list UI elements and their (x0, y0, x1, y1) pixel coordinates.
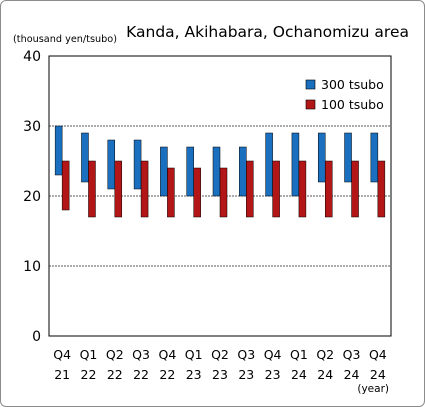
x-tick-year: 24 (344, 367, 360, 382)
x-tick-year: 24 (370, 367, 386, 382)
x-tick-year: 24 (317, 367, 333, 382)
bars (54, 125, 386, 218)
x-tick-year: 22 (81, 367, 97, 382)
bar-100-tsubo (61, 160, 70, 211)
x-tick-year: 22 (159, 367, 175, 382)
bar-100-tsubo (140, 160, 149, 218)
y-tick-label: 10 (23, 259, 41, 275)
bar-100-tsubo (351, 160, 359, 218)
axes (48, 55, 392, 337)
bar-100-tsubo (298, 160, 307, 218)
legend-label-300-tsubo: 300 tsubo (321, 77, 384, 92)
bar-300-tsubo (370, 132, 379, 183)
y-tick-labels: 0 10 20 30 40 (23, 49, 41, 345)
legend-swatch-100-tsubo (305, 99, 316, 110)
x-tick-labels: Q4 21 Q1 22 Q2 22 Q3 22 Q4 22 Q1 23 Q2 23 Q3 23 Q4 23 Q1 24… (53, 347, 387, 382)
x-tick-quarter: Q2 (211, 347, 229, 362)
x-tick-quarter: Q1 (80, 347, 98, 362)
bar-100-tsubo (88, 160, 96, 218)
bar-300-tsubo (81, 132, 89, 183)
x-tick-quarter: Q1 (185, 347, 203, 362)
x-tick-quarter: Q2 (316, 347, 334, 362)
x-tick-quarter: Q2 (106, 347, 124, 362)
x-tick-year: 23 (265, 367, 281, 382)
legend-label-100-tsubo: 100 tsubo (321, 97, 384, 112)
x-tick-quarter: Q4 (53, 347, 71, 362)
bar-100-tsubo (114, 160, 123, 218)
y-tick-label: 40 (23, 49, 41, 65)
x-tick-quarter: Q3 (343, 347, 361, 362)
bar-100-tsubo (219, 167, 228, 218)
x-tick-year: 23 (186, 367, 202, 382)
x-tick-year: 23 (212, 367, 228, 382)
bar-100-tsubo (324, 160, 333, 218)
x-tick-year: 21 (54, 367, 70, 382)
bar-300-tsubo (107, 139, 116, 190)
bar-300-tsubo (317, 132, 326, 183)
bar-300-tsubo (344, 132, 352, 183)
y-tick-label: 20 (23, 189, 41, 205)
x-axis-label: (year) (357, 383, 389, 395)
x-tick-quarter: Q3 (237, 347, 255, 362)
bar-100-tsubo (167, 167, 175, 218)
bar-300-tsubo (291, 132, 300, 197)
x-tick-year: 23 (238, 367, 254, 382)
x-tick-year: 24 (291, 367, 307, 382)
bar-300-tsubo (265, 132, 273, 197)
bar-100-tsubo (193, 167, 201, 218)
legend: 300 tsubo 100 tsubo (294, 74, 390, 118)
x-tick-year: 22 (133, 367, 149, 382)
bar-100-tsubo (272, 160, 280, 218)
bar-100-tsubo (377, 160, 386, 218)
bar-300-tsubo (212, 146, 221, 197)
x-tick-quarter: Q4 (158, 347, 176, 362)
bar-300-tsubo (160, 146, 168, 197)
bar-300-tsubo (54, 125, 63, 176)
y-axis-label: (thousand yen/tsubo) (13, 34, 117, 45)
legend-swatch-300-tsubo (305, 79, 316, 90)
x-tick-quarter: Q1 (290, 347, 308, 362)
bar-300-tsubo (133, 139, 142, 190)
plot-area-border (48, 55, 392, 337)
x-tick-year: 22 (107, 367, 123, 382)
bar-300-tsubo (186, 146, 194, 197)
x-tick-quarter: Q4 (264, 347, 282, 362)
x-tick-quarter: Q3 (132, 347, 150, 362)
bar-300-tsubo (239, 146, 247, 197)
x-tick-quarter: Q4 (369, 347, 387, 362)
y-tick-label: 30 (23, 119, 41, 135)
bar-100-tsubo (246, 160, 254, 218)
y-tick-label: 0 (32, 329, 41, 345)
chart-title: Kanda, Akihabara, Ochanomizu area (126, 23, 409, 41)
